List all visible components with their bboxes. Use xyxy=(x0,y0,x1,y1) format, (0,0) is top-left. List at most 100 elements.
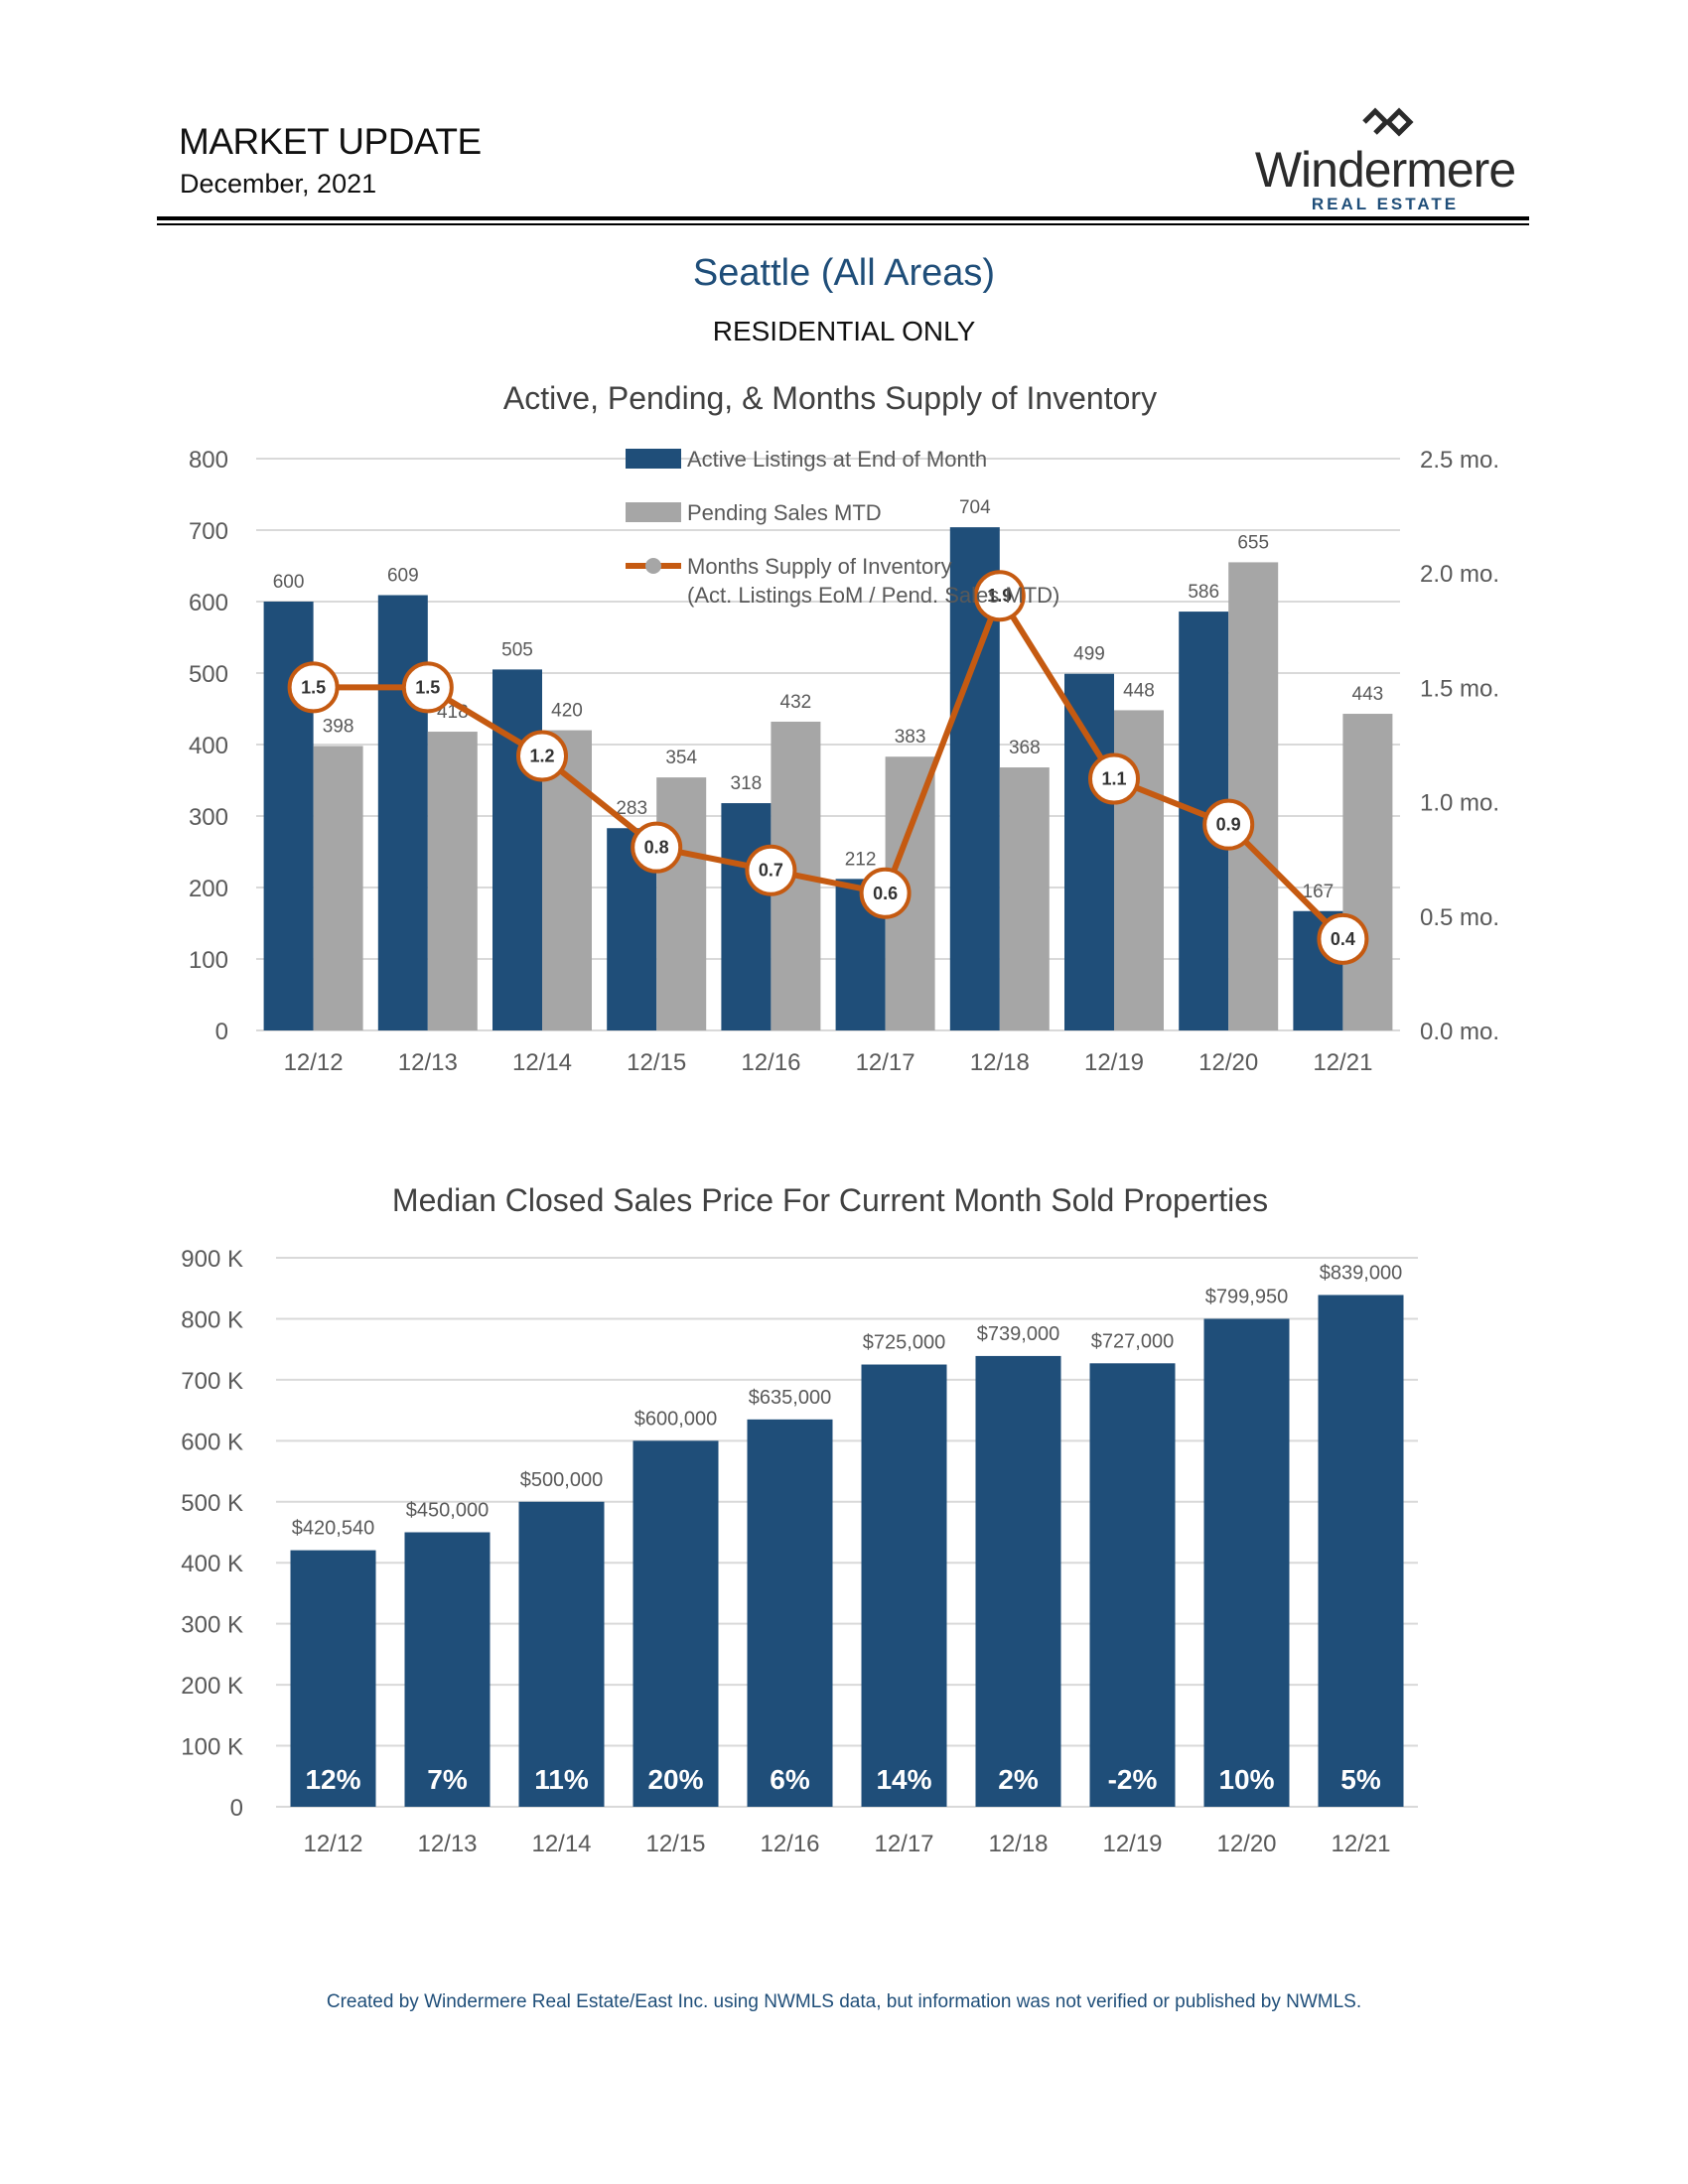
data-label-supply: 0.9 xyxy=(1216,815,1241,835)
data-label-change: 7% xyxy=(427,1764,468,1795)
x-tick-label: 12/12 xyxy=(303,1831,362,1857)
data-label-price: $799,950 xyxy=(1205,1286,1288,1307)
y-tick-label: 200 K xyxy=(181,1673,243,1700)
data-label-change: 12% xyxy=(305,1764,360,1795)
supply-marker xyxy=(745,844,797,896)
bar-pending xyxy=(656,777,707,1030)
data-label-price: $635,000 xyxy=(749,1387,831,1409)
y2-tick-label: 2.0 mo. xyxy=(1420,561,1499,588)
region-subtitle: RESIDENTIAL ONLY xyxy=(712,316,976,346)
windermere-diamond-icon xyxy=(1362,107,1414,137)
y2-tick-label: 0.5 mo. xyxy=(1420,904,1499,931)
x-tick-label: 12/12 xyxy=(284,1049,344,1076)
data-label-price: $839,000 xyxy=(1320,1262,1402,1284)
footer-disclaimer: Created by Windermere Real Estate/East I… xyxy=(326,1991,1362,2012)
y-tick-label: 700 K xyxy=(181,1368,243,1395)
inventory-chart: Active, Pending, & Months Supply of Inve… xyxy=(189,380,1499,1076)
supply-marker xyxy=(287,661,340,714)
data-label-change: 5% xyxy=(1340,1764,1381,1795)
x-tick-label: 12/21 xyxy=(1313,1049,1372,1076)
data-label-active: 499 xyxy=(1073,644,1105,665)
header-rule-thick xyxy=(157,216,1529,220)
legend-swatch-active xyxy=(626,449,681,469)
x-tick-label: 12/14 xyxy=(531,1831,591,1857)
data-label-active: 283 xyxy=(616,798,647,819)
y-tick-label: 100 xyxy=(189,947,228,974)
y2-tick-label: 1.0 mo. xyxy=(1420,790,1499,817)
data-label-supply: 1.2 xyxy=(529,747,554,766)
x-tick-label: 12/13 xyxy=(417,1831,477,1857)
y-tick-label: 0 xyxy=(215,1019,228,1045)
data-label-pending: 398 xyxy=(323,716,354,737)
data-label-price: $727,000 xyxy=(1091,1330,1174,1352)
x-tick-label: 12/20 xyxy=(1198,1049,1258,1076)
data-label-active: 600 xyxy=(273,572,305,593)
y-tick-label: 400 K xyxy=(181,1551,243,1577)
y-tick-label: 900 K xyxy=(181,1246,243,1273)
x-tick-label: 12/19 xyxy=(1102,1831,1162,1857)
bar-active xyxy=(377,595,428,1030)
data-label-supply: 1.9 xyxy=(987,586,1012,606)
legend-label-pending: Pending Sales MTD xyxy=(687,500,882,525)
y-tick-label: 500 xyxy=(189,661,228,688)
y-tick-label: 200 xyxy=(189,876,228,902)
data-label-pending: 432 xyxy=(780,692,812,713)
x-tick-label: 12/17 xyxy=(856,1049,915,1076)
bar-active xyxy=(721,803,772,1030)
y-tick-label: 700 xyxy=(189,518,228,545)
data-label-change: 14% xyxy=(876,1764,931,1795)
bar-median-price xyxy=(633,1440,719,1807)
bar-pending xyxy=(427,732,478,1030)
data-label-pending: 448 xyxy=(1123,680,1155,701)
bar-median-price xyxy=(518,1501,605,1807)
x-tick-label: 12/14 xyxy=(512,1049,572,1076)
data-label-change: -2% xyxy=(1108,1764,1158,1795)
y-tick-label: 800 xyxy=(189,447,228,474)
page-title: MARKET UPDATE xyxy=(179,121,482,162)
legend-marker-supply xyxy=(645,558,661,574)
data-label-pending: 368 xyxy=(1009,738,1041,758)
y-tick-label: 600 xyxy=(189,590,228,616)
median-price-chart: Median Closed Sales Price For Current Mo… xyxy=(181,1182,1418,1857)
x-tick-label: 12/21 xyxy=(1331,1831,1390,1857)
supply-marker xyxy=(1202,798,1255,851)
data-label-price: $600,000 xyxy=(634,1408,717,1430)
y-tick-label: 400 xyxy=(189,733,228,759)
data-label-price: $450,000 xyxy=(406,1500,489,1522)
data-label-change: 2% xyxy=(998,1764,1039,1795)
bar-median-price xyxy=(1089,1363,1176,1807)
y-tick-label: 600 K xyxy=(181,1429,243,1455)
data-label-supply: 0.7 xyxy=(759,861,783,881)
data-label-price: $739,000 xyxy=(977,1323,1059,1345)
x-tick-label: 12/16 xyxy=(741,1049,800,1076)
data-label-pending: 655 xyxy=(1237,532,1269,553)
bar-pending xyxy=(1342,714,1393,1030)
legend-swatch-pending xyxy=(626,502,681,522)
supply-marker xyxy=(1088,752,1140,805)
data-label-supply: 1.5 xyxy=(301,677,326,697)
x-tick-label: 12/15 xyxy=(627,1049,686,1076)
bar-median-price xyxy=(747,1419,833,1807)
y2-tick-label: 1.5 mo. xyxy=(1420,675,1499,702)
report-date: December, 2021 xyxy=(180,169,377,199)
data-label-active: 167 xyxy=(1303,882,1335,902)
chart-title: Median Closed Sales Price For Current Mo… xyxy=(392,1182,1268,1218)
bar-pending xyxy=(1228,562,1279,1030)
series-line-supply xyxy=(313,589,1345,941)
bar-median-price xyxy=(975,1355,1061,1807)
data-label-supply: 0.6 xyxy=(873,884,898,903)
bar-median-price xyxy=(290,1550,376,1807)
y2-tick-label: 2.5 mo. xyxy=(1420,447,1499,474)
bar-pending xyxy=(313,746,363,1030)
data-label-active: 704 xyxy=(959,497,991,518)
y-tick-label: 100 K xyxy=(181,1734,243,1761)
supply-marker xyxy=(631,821,683,874)
bar-median-price xyxy=(1203,1318,1290,1807)
legend-label-supply: Months Supply of Inventory xyxy=(687,554,952,579)
supply-marker xyxy=(973,570,1026,622)
x-tick-label: 12/13 xyxy=(398,1049,458,1076)
data-label-active: 318 xyxy=(731,773,763,794)
data-label-pending: 354 xyxy=(665,748,697,768)
x-tick-label: 12/18 xyxy=(970,1049,1030,1076)
data-label-change: 6% xyxy=(770,1764,810,1795)
